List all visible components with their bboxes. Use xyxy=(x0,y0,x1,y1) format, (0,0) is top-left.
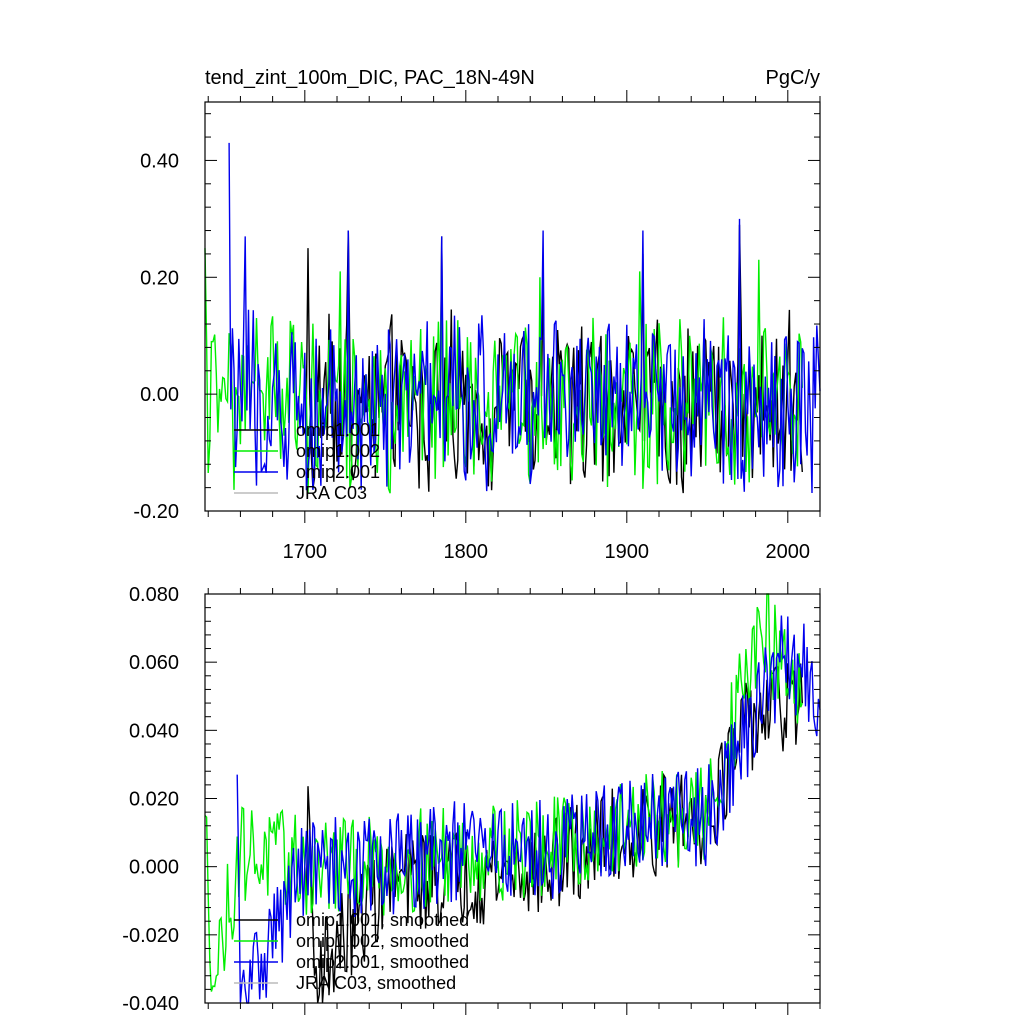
panel-top: tend_zint_100m_DIC, PAC_18N-49N PgC/y -0… xyxy=(133,67,821,563)
x-tick-label: 1800 xyxy=(444,541,489,563)
y-tick-label: 0.020 xyxy=(129,789,179,811)
legend-label: omip1.002 xyxy=(296,441,380,461)
y-tick-label: -0.040 xyxy=(122,993,179,1015)
legend-label: JRA C03 xyxy=(296,483,367,503)
y-tick-label: 0.040 xyxy=(129,720,179,742)
panel-top-title: tend_zint_100m_DIC, PAC_18N-49N xyxy=(205,67,535,89)
y-tick-label: 0.060 xyxy=(129,652,179,674)
x-tick-label: 1700 xyxy=(283,541,328,563)
y-tick-label: 0.00 xyxy=(140,384,179,406)
plot-frame xyxy=(204,101,821,512)
y-tick-label: 0.080 xyxy=(129,584,179,606)
y-tick-label: -0.020 xyxy=(122,925,179,947)
y-tick-label: 0.20 xyxy=(140,267,179,289)
panel-bottom-series xyxy=(204,593,821,1004)
series-line-omip2-001 xyxy=(228,142,821,494)
panel-top-axes: -0.20 0.00 0.20 0.40 1700 1800 1900 2000 xyxy=(133,90,821,563)
panel-bottom: -0.040 -0.020 0.000 0.020 0.040 0.060 0.080 om… xyxy=(122,582,821,1015)
legend-label: omip1.002, smoothed xyxy=(296,931,469,951)
y-tick-label: 0.000 xyxy=(129,857,179,879)
legend-label: omip1.001, smoothed xyxy=(296,910,469,930)
legend-label: omip2.001, smoothed xyxy=(296,952,469,972)
panel-top-units: PgC/y xyxy=(766,67,820,89)
panel-top-series xyxy=(204,142,821,494)
series-line-omip1-002-smoothed xyxy=(204,593,803,992)
y-tick-label: 0.40 xyxy=(140,150,179,172)
x-tick-label: 2000 xyxy=(766,541,811,563)
series-line-omip2-001-smoothed xyxy=(236,615,821,1004)
y-tick-label: -0.20 xyxy=(133,501,179,523)
panel-bottom-axes: -0.040 -0.020 0.000 0.020 0.040 0.060 0.080 xyxy=(122,582,821,1015)
legend-label: omip2.001 xyxy=(296,462,380,482)
x-tick-label: 1900 xyxy=(605,541,650,563)
legend-label: omip1.001 xyxy=(296,420,380,440)
legend-label: JRA C03, smoothed xyxy=(296,973,456,993)
